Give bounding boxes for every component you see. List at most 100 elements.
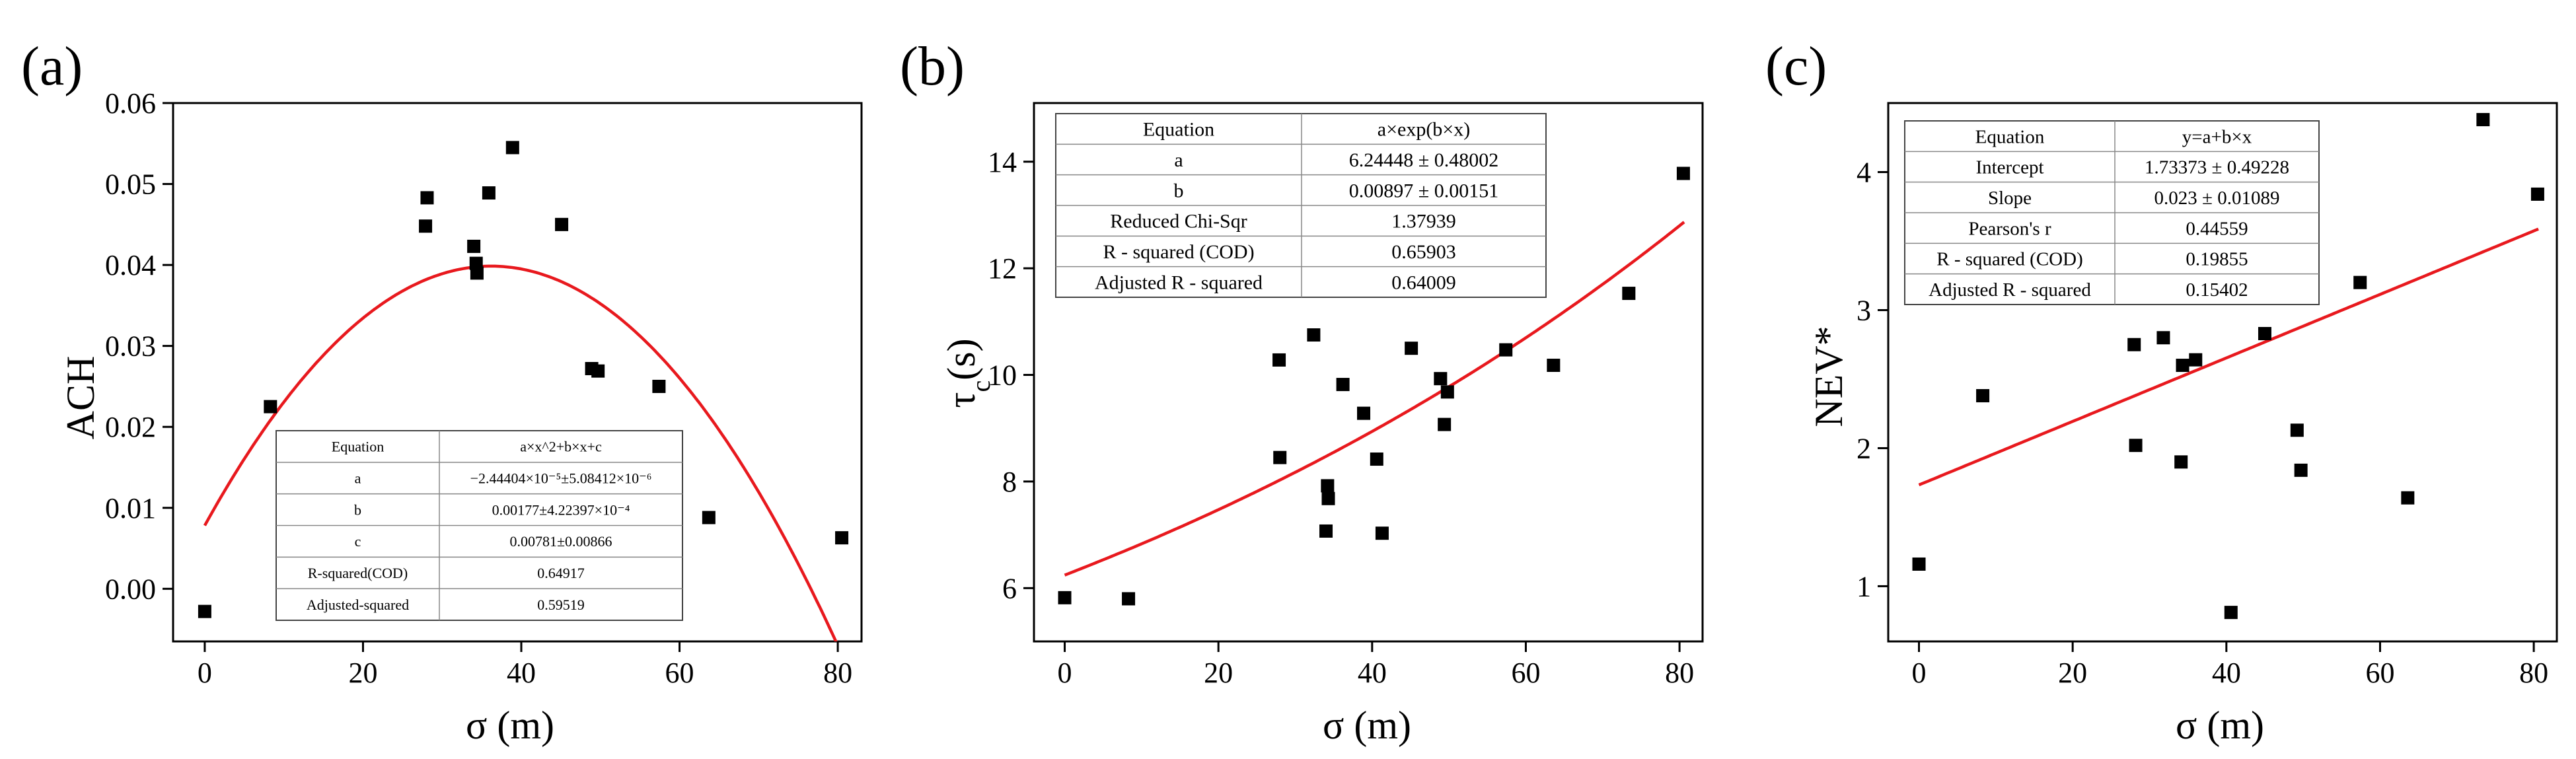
panel-a-data-point [591, 364, 605, 378]
panel-c-y-axis-title: NEV* [1807, 326, 1851, 427]
panel-b-data-point [1336, 378, 1350, 392]
panel-c-y-tick-label: 1 [1857, 570, 1871, 602]
panel-c-data-point [2294, 463, 2308, 477]
panel-c-table-value-cell: 0.44559 [2186, 218, 2248, 239]
panel-a-y-axis-title: ACH [59, 356, 102, 440]
panel-b-data-point [1438, 417, 1452, 431]
panel-c-table-label-cell: Equation [1975, 126, 2045, 147]
panel-a-data-point [470, 266, 484, 280]
panel-c-data-point [2127, 338, 2141, 351]
panel-a-table-label-cell: b [354, 501, 361, 518]
panel-a-data-point [198, 604, 211, 618]
panel-a-data-point [652, 379, 666, 393]
panel-b-tau: (b) τc(s) σ (m) 0 20 40 60 80 6 8 10 12 14 Equati… [900, 36, 1704, 747]
panel-b-y-axis-title-main: τ [939, 392, 983, 408]
panel-c-data-point [2476, 113, 2490, 127]
panel-b-table-value-cell: a×exp(b×x) [1378, 119, 1470, 141]
panel-b-y-axis-title: τc(s) [939, 338, 996, 408]
panel-a-marks [198, 141, 849, 641]
panel-a-y-tick-label: 0.01 [105, 492, 156, 524]
panel-c-data-point [2401, 491, 2415, 505]
panel-b-data-point [1058, 591, 1072, 604]
panel-c-table-label-cell: Pearson's r [1968, 218, 2051, 239]
panel-a-table-label-cell: a [355, 470, 361, 486]
panel-c-table-value-cell: y=a+b×x [2182, 126, 2252, 147]
panel-c-data-point [1912, 557, 1926, 571]
panel-b-table-value-cell: 0.65903 [1391, 241, 1456, 263]
panel-b-data-point [1622, 287, 1636, 301]
panel-a-y-tick-label: 0.04 [105, 249, 156, 281]
panel-c-data-point [2224, 606, 2238, 620]
panel-a-data-point [505, 141, 519, 155]
panel-b-data-point [1440, 385, 1454, 399]
panel-c-x-tick-label: 80 [2519, 657, 2548, 689]
panel-a-stats-table: Equation a×x^2+b×x+c a −2.44404×10⁻⁵±5.0841… [276, 430, 683, 621]
panel-b-data-point [1321, 479, 1335, 493]
panel-c-y-tick-label: 4 [1857, 156, 1871, 188]
panel-c-data-point [2258, 326, 2271, 340]
panel-c-data-point [2530, 187, 2544, 201]
panel-a-fit-curve [203, 264, 838, 641]
panel-a-x-tick-label: 0 [198, 657, 212, 689]
panel-a-x-axis-title: σ (m) [466, 704, 554, 747]
panel-b-data-point [1499, 343, 1513, 357]
panel-b-y-axis-title-tail: (s) [939, 338, 983, 380]
panel-a-data-point [835, 531, 849, 545]
panel-c-data-point [2129, 439, 2143, 452]
panel-c-table-label-cell: Intercept [1975, 157, 2043, 178]
panel-a-table-value-cell: −2.44404×10⁻⁵±5.08412×10⁻⁶ [470, 470, 652, 486]
panel-a-ticks: 0 20 40 60 80 0.00 0.01 0.02 0.03 0.04 0.05 0.06 [105, 87, 852, 689]
panel-b-data-point [1122, 592, 1136, 606]
panel-b-table-label-cell: Reduced Chi-Sqr [1110, 211, 1247, 233]
panel-b-data-point [1434, 372, 1448, 386]
panel-c-data-point [2353, 275, 2367, 289]
panel-b-data-point [1547, 359, 1561, 373]
panel-c-data-point [2189, 353, 2203, 367]
panel-b-y-tick-label: 6 [1002, 572, 1017, 604]
panel-a-data-point [482, 186, 496, 200]
panel-a-table-value-cell: 0.64917 [537, 565, 585, 581]
panel-c-table-label-cell: R - squared (COD) [1936, 249, 2082, 270]
panel-a-data-point [467, 239, 481, 253]
panel-b-data-point [1370, 452, 1383, 466]
panel-a-ach: (a) ACH σ (m) 0 20 40 60 800.000.010.020.030… [21, 36, 863, 747]
panel-c-y-tick-label: 3 [1857, 294, 1871, 326]
panel-c-data-point [2156, 331, 2170, 345]
panel-a-y-tick-label: 0.00 [105, 573, 156, 605]
panel-a-data-point [419, 219, 433, 233]
panel-c-x-tick-label: 40 [2212, 657, 2241, 689]
panel-c-x-tick-label: 60 [2365, 657, 2394, 689]
panel-c-data-point [2174, 455, 2188, 469]
panel-b-plot-frame [1033, 102, 1704, 643]
panel-a-x-tick-label: 20 [348, 657, 377, 689]
panel-b-data-point [1357, 406, 1371, 420]
panel-c-x-axis-title: σ (m) [2176, 704, 2264, 747]
panel-c-table-value-cell: 0.023 ± 0.01089 [2154, 188, 2280, 209]
panel-a-y-tick-label: 0.06 [105, 87, 156, 120]
panel-b-table-label-cell: b [1174, 180, 1184, 201]
panel-b-data-point [1319, 524, 1333, 538]
panel-b-x-tick-label: 0 [1058, 657, 1072, 689]
panel-c-y-tick-label: 2 [1857, 432, 1871, 464]
panel-a-data-point [555, 217, 569, 231]
panel-c-table-label-cell: Adjusted R - squared [1929, 279, 2091, 301]
panel-b-x-axis-title: σ (m) [1323, 704, 1411, 747]
panel-b-y-tick-label: 14 [988, 146, 1017, 178]
panel-c-x-tick-label: 0 [1912, 657, 1927, 689]
panel-c-data-point [1976, 389, 1990, 403]
panel-c-data-point [2290, 423, 2304, 437]
panel-a-data-point [264, 400, 277, 414]
panel-a-x-tick-label: 40 [507, 657, 536, 689]
panel-c-table-value-cell: 0.19855 [2186, 249, 2248, 270]
panel-b-marks [1058, 166, 1690, 606]
panel-a-table-label-cell: Equation [332, 439, 384, 455]
panel-c-label: (c) [1765, 36, 1827, 97]
panel-a-table-value-cell: 0.00177±4.22397×10⁻⁴ [492, 501, 630, 518]
panel-a-table-value-cell: a×x^2+b×x+c [520, 439, 602, 455]
panel-b-data-point [1405, 342, 1418, 355]
panel-b-data-point [1321, 491, 1335, 505]
panel-b-stats-table: Equation a×exp(b×x) a 6.24448 ± 0.48002 b 0.0… [1055, 113, 1547, 298]
panel-a-table-label-cell: c [355, 533, 361, 550]
panel-b-data-point [1307, 328, 1321, 342]
